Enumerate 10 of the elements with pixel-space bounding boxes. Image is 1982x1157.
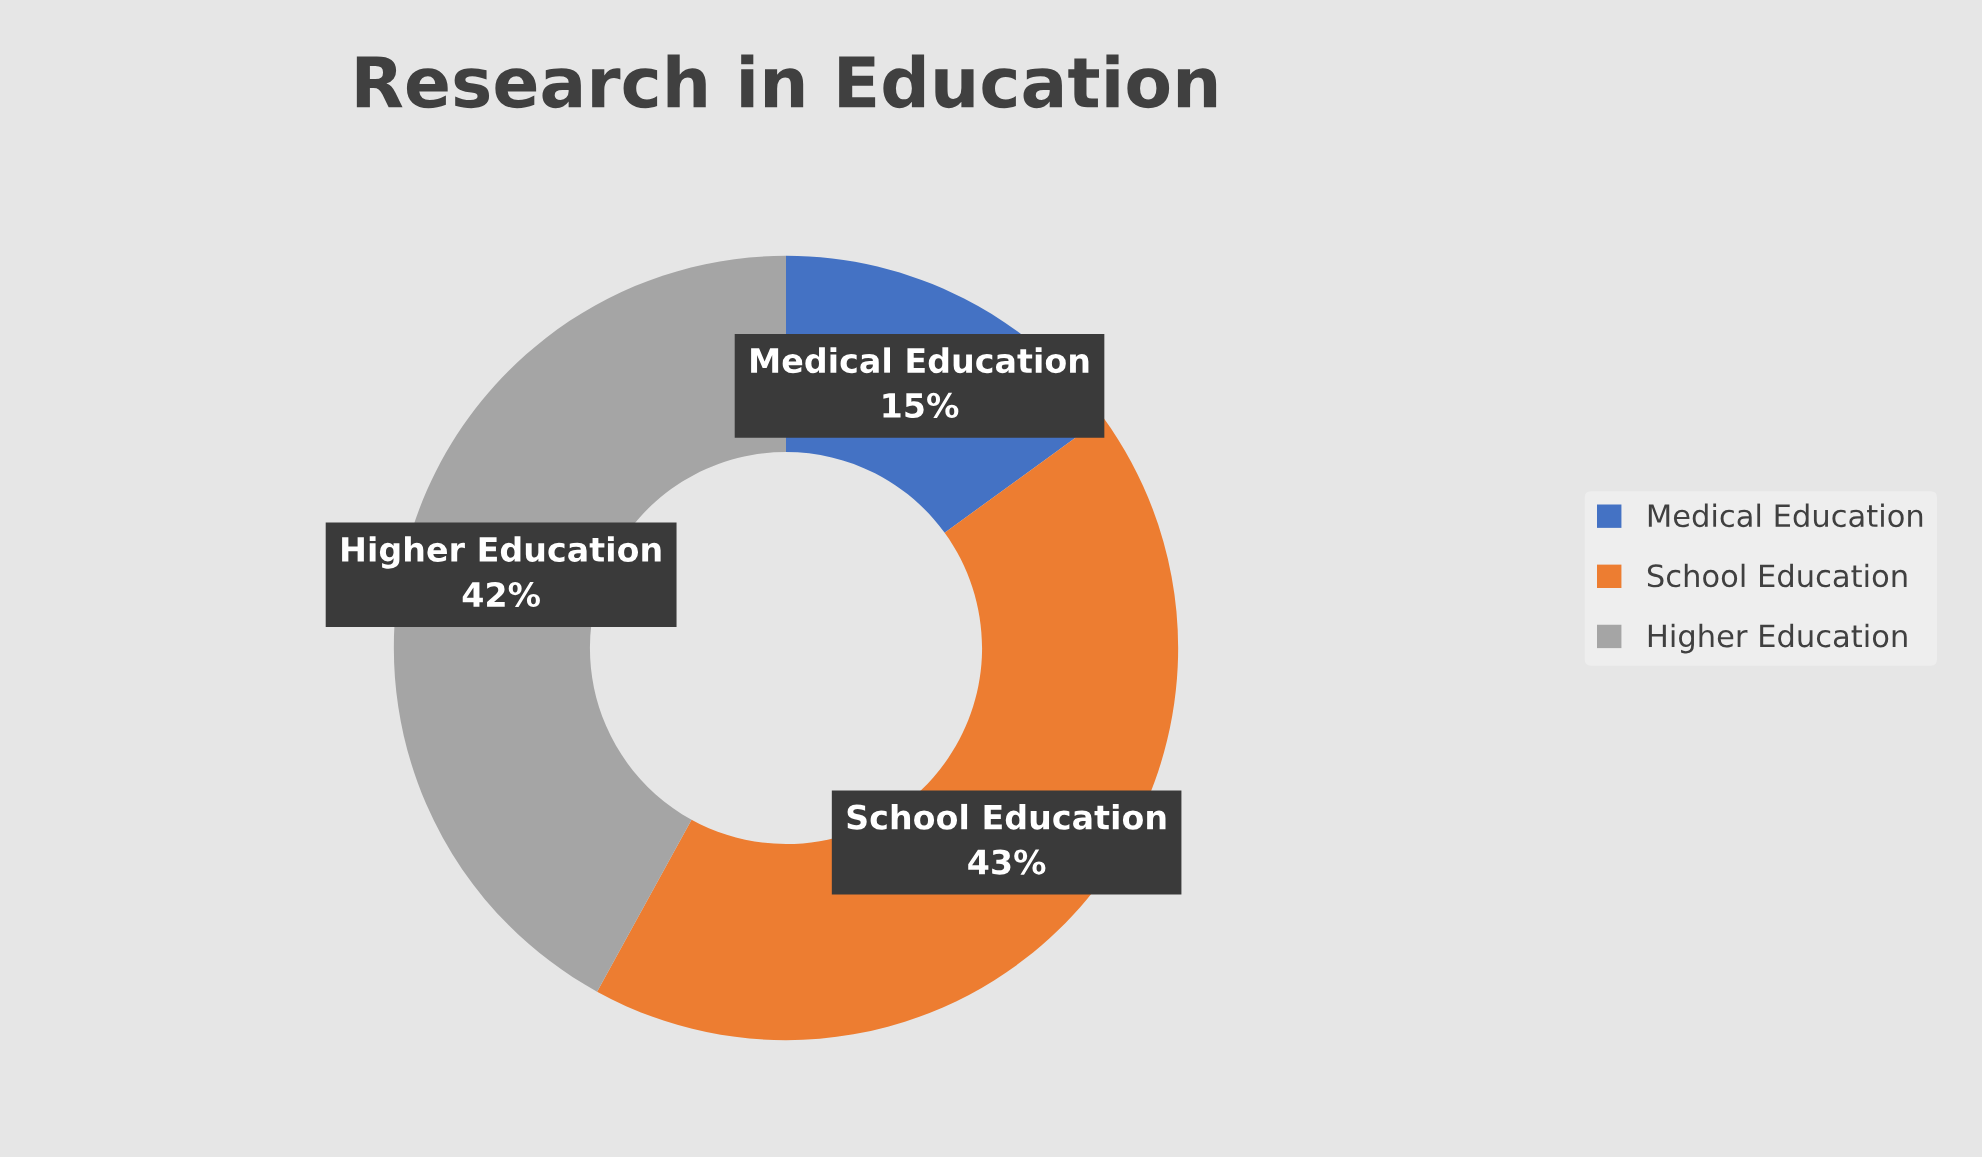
slice-label: Medical Education <box>751 347 1089 374</box>
legend-label: Medical Education <box>1648 503 1923 528</box>
data-label: 42% <box>462 581 540 608</box>
legend-label: Higher Education <box>1648 623 1907 654</box>
data-label: 15% <box>883 392 959 419</box>
data-label: 43% <box>968 849 1046 875</box>
chart-title: Research in Education <box>356 54 1217 109</box>
legend-label: School Education <box>1647 563 1907 588</box>
slice-label: School Education <box>847 803 1166 830</box>
slice-label: Higher Education <box>342 536 661 569</box>
